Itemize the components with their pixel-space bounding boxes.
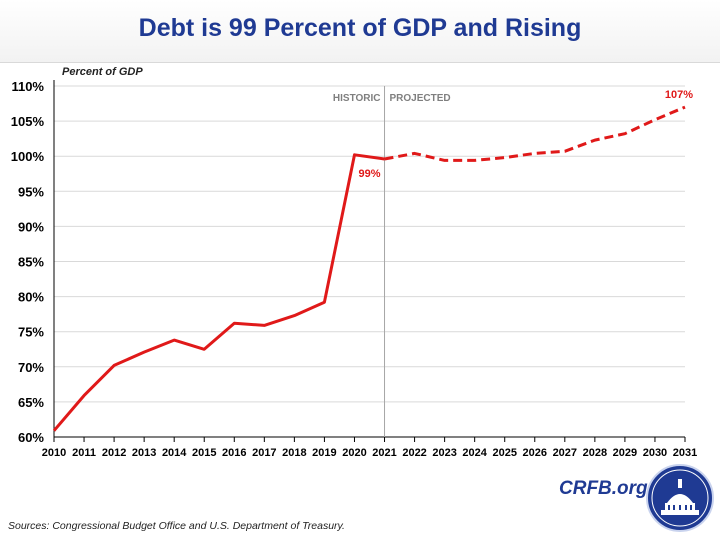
x-tick-label: 2015 [192, 447, 216, 459]
projected-label: PROJECTED [390, 93, 451, 104]
historic-label: HISTORIC [333, 93, 381, 104]
y-tick-label: 85% [18, 255, 44, 270]
y-tick-label: 60% [18, 430, 44, 445]
source-note: Sources: Congressional Budget Office and… [8, 520, 345, 532]
y-unit-label: Percent of GDP [62, 66, 143, 78]
x-tick-label: 2014 [162, 447, 187, 459]
x-tick-label: 2023 [432, 447, 456, 459]
y-tick-label: 100% [11, 149, 45, 164]
x-tick-label: 2020 [342, 447, 366, 459]
x-tick-label: 2021 [372, 447, 396, 459]
y-tick-label: 90% [18, 219, 44, 234]
title-band [0, 0, 720, 63]
y-tick-label: 75% [18, 325, 44, 340]
y-tick-label: 80% [18, 290, 44, 305]
x-tick-label: 2016 [222, 447, 246, 459]
chart-title: Debt is 99 Percent of GDP and Rising [138, 14, 582, 42]
x-tick-label: 2031 [673, 447, 697, 459]
y-tick-label: 95% [18, 184, 44, 199]
historic-series-line [52, 153, 385, 432]
data-label: 99% [358, 168, 380, 180]
y-tick-label: 105% [11, 114, 45, 129]
x-tick-label: 2019 [312, 447, 336, 459]
y-tick-label: 70% [18, 360, 44, 375]
x-tick-label: 2026 [523, 447, 547, 459]
site-label: CRFB.org [559, 478, 648, 499]
y-tick-label: 65% [18, 395, 44, 410]
x-tick-label: 2029 [613, 447, 637, 459]
data-label: 107% [665, 89, 693, 101]
x-tick-label: 2013 [132, 447, 156, 459]
x-tick-label: 2027 [553, 447, 577, 459]
x-tick-label: 2017 [252, 447, 276, 459]
x-tick-label: 2024 [462, 447, 487, 459]
capitol-seal-icon [646, 464, 714, 532]
y-tick-label: 110% [11, 79, 44, 94]
projected-series-line [384, 105, 686, 162]
x-tick-label: 2012 [102, 447, 126, 459]
x-tick-label: 2022 [402, 447, 426, 459]
x-tick-label: 2018 [282, 447, 306, 459]
x-tick-label: 2010 [42, 447, 66, 459]
x-tick-label: 2011 [72, 447, 96, 459]
x-tick-label: 2025 [492, 447, 516, 459]
x-tick-label: 2028 [583, 447, 607, 459]
x-tick-label: 2030 [643, 447, 667, 459]
